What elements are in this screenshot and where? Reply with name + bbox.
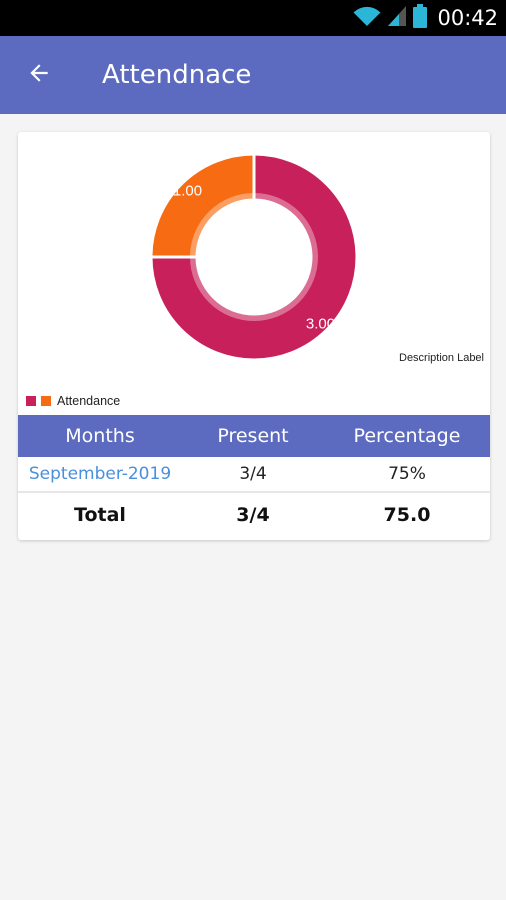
app-bar: Attendnace <box>0 36 506 114</box>
chart-legend: Attendance <box>26 394 120 408</box>
attendance-table: Months Present Percentage September-2019… <box>18 415 490 537</box>
status-icons: 00:42 <box>353 0 498 36</box>
arrow-back-icon <box>26 60 52 90</box>
total-present: 3/4 <box>236 504 270 526</box>
legend-swatch-absent <box>41 396 51 406</box>
present-cell: 3/4 <box>239 464 267 484</box>
pie-slice-1[interactable] <box>149 152 256 259</box>
table-total-row: Total 3/4 75.0 <box>18 493 490 537</box>
month-link[interactable]: September-2019 <box>28 464 172 484</box>
page-title: Attendnace <box>102 60 252 90</box>
clock: 00:42 <box>437 6 498 30</box>
total-label: Total <box>74 504 126 526</box>
percentage-cell: 75% <box>388 464 426 484</box>
legend-swatch-present <box>26 396 36 406</box>
table-row[interactable]: September-2019 3/4 75% <box>18 457 490 493</box>
battery-icon <box>413 4 428 32</box>
chart-description-label: Description Label <box>399 352 484 364</box>
header-percentage: Percentage <box>353 425 461 447</box>
attendance-card: 3.00 1.00 Description Label Attendance Mo… <box>18 132 490 540</box>
donut-inner-ring <box>190 193 318 321</box>
legend-label: Attendance <box>57 394 121 408</box>
header-present: Present <box>217 425 289 447</box>
total-percentage: 75.0 <box>383 504 431 526</box>
header-months: Months <box>65 425 135 447</box>
wifi-icon <box>353 5 381 31</box>
back-button[interactable] <box>22 58 56 92</box>
attendance-donut-chart: 3.00 1.00 <box>149 152 359 362</box>
slice-label-0: 3.00 <box>306 315 335 332</box>
signal-icon <box>387 5 407 31</box>
status-bar: 00:42 <box>0 0 506 36</box>
slice-label-1: 1.00 <box>173 183 202 200</box>
pie-slice-0[interactable] <box>149 152 359 362</box>
table-header-row: Months Present Percentage <box>18 415 490 457</box>
